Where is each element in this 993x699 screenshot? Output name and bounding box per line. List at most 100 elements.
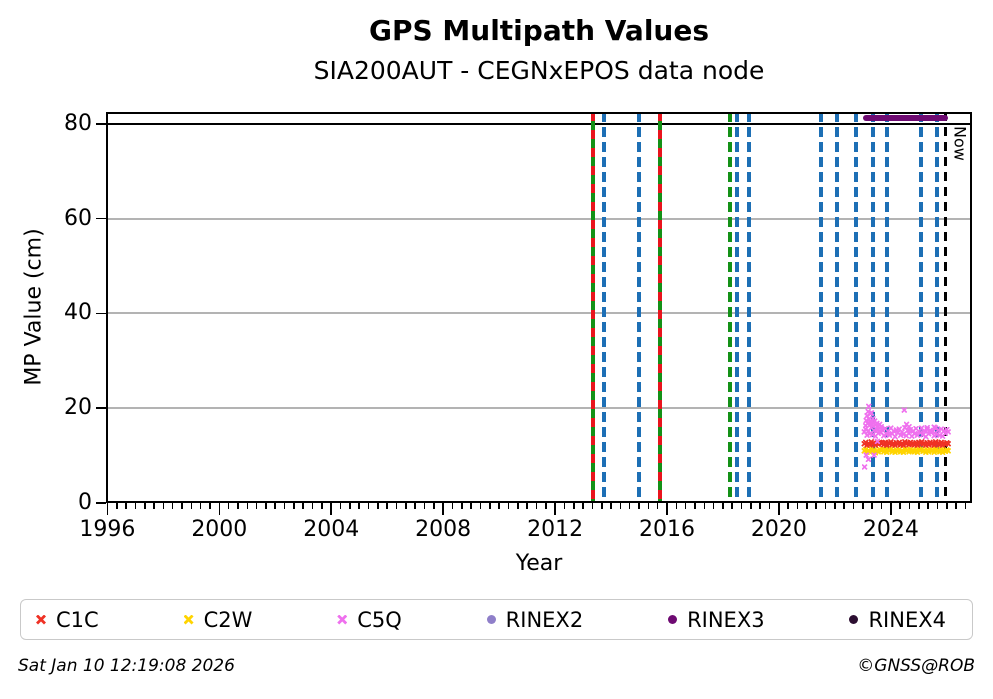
x-major-tick <box>442 503 444 515</box>
legend-label: RINEX3 <box>687 607 765 632</box>
now-line <box>943 112 947 503</box>
dot-marker-icon <box>486 615 496 624</box>
scatter-point-c5q <box>894 429 901 436</box>
scatter-point-c5q <box>901 424 908 431</box>
now-label: Now <box>950 126 970 161</box>
event-line-blue <box>918 112 923 503</box>
scatter-point-c5q <box>922 433 929 440</box>
x-minor-tick <box>740 503 743 509</box>
scatter-point-c5q <box>864 412 871 419</box>
scatter-point-c1c <box>931 442 938 449</box>
event-line-blue <box>602 112 607 503</box>
legend: C1C C2W C5Q RINEX2 RINEX3 RINEX4 <box>20 599 973 640</box>
scatter-point-c5q <box>865 456 872 463</box>
x-minor-tick <box>731 503 734 509</box>
x-minor-tick <box>470 503 472 509</box>
x-minor-tick <box>815 503 818 509</box>
threshold-line-80 <box>106 122 972 125</box>
x-minor-tick <box>199 503 202 509</box>
x-minor-tick <box>619 503 622 509</box>
x-minor-tick <box>265 503 267 509</box>
x-minor-tick <box>591 503 594 509</box>
timestamp: Sat Jan 10 12:19:08 2026 <box>18 656 235 676</box>
scatter-point-c2w <box>887 445 894 452</box>
scatter-point-c5q <box>942 430 949 437</box>
scatter-point-c1c <box>900 442 907 449</box>
scatter-point-c5q <box>861 463 868 470</box>
x-minor-tick <box>181 503 183 509</box>
x-minor-tick <box>302 503 305 509</box>
x-minor-tick <box>293 503 295 509</box>
event-line-blue <box>853 112 858 503</box>
x-marker-icon <box>36 614 46 625</box>
x-minor-tick <box>526 503 528 509</box>
scatter-point-c1c <box>914 442 921 449</box>
x-minor-tick <box>871 503 873 509</box>
x-minor-tick <box>451 503 454 509</box>
event-line-blue <box>885 112 890 503</box>
scatter-point-c5q <box>871 427 878 434</box>
scatter-point-c5q <box>866 421 873 428</box>
legend-entry-rinex4: RINEX4 <box>849 608 946 632</box>
scatter-point-c5q <box>873 420 880 427</box>
scatter-point-c2w <box>914 449 921 456</box>
x-tick-label: 2000 <box>191 517 248 542</box>
legend-label: C5Q <box>357 607 402 632</box>
legend-label: RINEX2 <box>505 607 584 632</box>
x-minor-tick <box>768 503 771 509</box>
y-gridline <box>106 407 972 410</box>
copyright: ©GNSS@ROB <box>857 656 975 676</box>
x-minor-tick <box>955 503 957 509</box>
x-minor-tick <box>712 503 715 509</box>
scatter-point-c5q <box>873 426 880 433</box>
x-minor-tick <box>283 503 286 509</box>
scatter-point-c5q <box>861 428 868 435</box>
x-minor-tick <box>946 503 948 509</box>
x-minor-tick <box>787 503 790 509</box>
x-minor-tick <box>246 503 249 509</box>
scatter-point-c5q <box>865 427 872 434</box>
x-minor-tick <box>349 503 351 509</box>
scatter-point-c1c <box>938 439 945 446</box>
scatter-point-c5q <box>934 431 941 438</box>
scatter-point-c2w <box>882 446 889 453</box>
x-minor-tick <box>684 503 687 509</box>
x-minor-tick <box>610 503 612 509</box>
x-minor-tick <box>358 503 361 509</box>
x-minor-tick <box>647 503 650 509</box>
x-tick-label: 2004 <box>303 517 360 542</box>
scatter-point-c5q <box>936 432 943 439</box>
event-line-blue <box>637 112 642 503</box>
event-line-red-green <box>591 112 596 503</box>
scatter-point-c5q <box>911 430 918 437</box>
y-tick-label: 40 <box>64 300 92 326</box>
x-tick-label: 2012 <box>527 517 584 542</box>
event-line-blue <box>870 112 875 503</box>
x-tick-label: 2008 <box>415 517 472 542</box>
x-minor-tick <box>255 503 258 509</box>
chart-subtitle: SIA200AUT - CEGNxEPOS data node <box>313 56 765 85</box>
x-minor-tick <box>759 503 762 509</box>
event-line-blue <box>734 112 739 503</box>
dot-marker-icon <box>668 615 678 624</box>
x-minor-tick <box>311 503 314 509</box>
scatter-point-c5q <box>907 426 914 433</box>
scatter-point-c1c <box>887 438 894 445</box>
scatter-point-c5q <box>863 452 870 459</box>
scatter-point-c5q <box>878 423 885 430</box>
scatter-point-c5q <box>866 430 873 437</box>
scatter-point-c5q <box>913 425 920 432</box>
scatter-point-c5q <box>903 432 910 439</box>
scatter-point-c1c <box>862 439 869 446</box>
scatter-point-c5q <box>924 426 931 433</box>
x-minor-tick <box>880 503 883 509</box>
x-minor-tick <box>675 503 678 509</box>
y-tick <box>96 407 106 409</box>
scatter-point-c1c <box>866 441 873 448</box>
y-gridline <box>106 312 972 315</box>
x-major-tick <box>218 503 221 515</box>
x-major-tick <box>778 503 780 515</box>
x-minor-tick <box>544 503 547 509</box>
x-minor-tick <box>516 503 519 509</box>
scatter-point-c5q <box>906 423 913 430</box>
